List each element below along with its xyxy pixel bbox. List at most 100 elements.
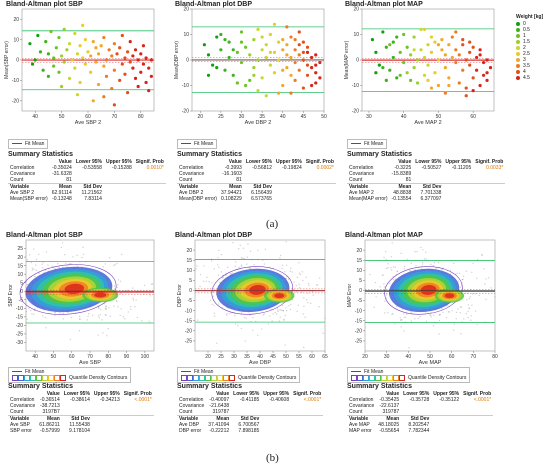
density-sample-point xyxy=(213,312,216,314)
quantile-swatch xyxy=(36,375,42,381)
scatter-point xyxy=(285,66,289,70)
x-tick-label: 40 xyxy=(257,354,263,360)
x-axis-label: Ave MAP xyxy=(419,360,442,366)
scatter-point xyxy=(206,53,211,57)
density-sample-point xyxy=(284,314,286,317)
x-tick-label: 100 xyxy=(141,354,150,360)
density-sample-point xyxy=(452,329,455,331)
scatter-point xyxy=(419,48,423,52)
y-tick-label: 25 xyxy=(17,246,23,252)
x-axis-label: Ave MAP 2 xyxy=(414,120,441,126)
scatter-point xyxy=(281,68,285,72)
density-sample-point xyxy=(417,317,420,320)
scatter-point xyxy=(422,55,427,60)
scatter-point xyxy=(133,48,138,52)
density-sample-point xyxy=(116,286,118,288)
stats-value: 319787 xyxy=(382,409,400,415)
density-sample-point xyxy=(62,318,65,320)
density-sample-point xyxy=(289,308,292,311)
y-axis-label: DBP Error xyxy=(177,284,183,307)
density-sample-point xyxy=(51,265,54,267)
weight-legend-label: 2 xyxy=(523,45,526,51)
weight-legend-item: 2.5 xyxy=(516,51,543,57)
stats-var-col-header: Std Dev xyxy=(422,184,442,190)
stats-value: -0.34213 xyxy=(100,397,120,403)
density-sample-point xyxy=(28,307,30,309)
y-tick-label: -20 xyxy=(182,109,189,115)
scatter-point xyxy=(89,54,93,58)
scatter-point xyxy=(443,91,447,95)
density-sample-point xyxy=(91,314,94,316)
summary-stats-table: Value Lower 95% Upper 95% Signif. Prob Corre… xyxy=(177,391,324,434)
weight-legend-dot xyxy=(516,45,520,50)
stats-value: 3197B7 xyxy=(42,409,60,415)
density-sample-point xyxy=(474,310,477,312)
scatter-point xyxy=(126,91,130,95)
stats-col-header: Upper 95% xyxy=(105,159,132,165)
x-tick-label: 40 xyxy=(32,114,38,120)
scatter-point xyxy=(415,58,420,62)
density-sample-point xyxy=(288,305,290,307)
density-sample-point xyxy=(400,252,402,255)
weight-legend-label: 0.5 xyxy=(523,27,530,33)
density-sample-point xyxy=(471,304,473,307)
quantile-swatch xyxy=(387,375,393,381)
density-sample-point xyxy=(298,272,301,274)
density-sample-point xyxy=(392,278,395,281)
density-sample-point xyxy=(197,319,199,321)
density-sample-point xyxy=(312,294,314,296)
scatter-point xyxy=(409,53,413,57)
density-sample-point xyxy=(240,265,243,268)
scatter-point xyxy=(102,64,106,68)
scatter-point xyxy=(305,73,310,77)
weight-legend-dot xyxy=(516,51,520,56)
density-sample-point xyxy=(439,314,441,316)
x-axis-label: Ave DBP xyxy=(249,360,272,366)
density-sample-point xyxy=(298,287,301,289)
density-sample-point xyxy=(430,263,432,266)
density-sample-point xyxy=(114,263,116,266)
quantile-swatch xyxy=(54,375,60,381)
stats-col-header: Signif. Prob xyxy=(475,159,504,165)
quantile-label: Quantile Density Contours xyxy=(238,375,297,382)
density-sample-point xyxy=(81,256,83,259)
density-sample-point xyxy=(401,319,403,321)
stats-col-header: Lower 95% xyxy=(75,159,102,165)
scatter-point xyxy=(65,48,69,52)
density-sample-point xyxy=(432,325,435,327)
density-sample-point xyxy=(34,275,36,278)
density-sample-point xyxy=(120,292,122,295)
scatter-point xyxy=(41,68,45,72)
density-sample-point xyxy=(290,303,292,306)
stats-var-col-header: Std Dev xyxy=(83,184,102,190)
density-contour-level-1 xyxy=(19,264,117,315)
density-sample-point xyxy=(234,265,236,267)
y-tick-label: -10 xyxy=(12,78,19,84)
scatter-point xyxy=(268,32,272,37)
stats-row-label: Correlation xyxy=(10,397,35,403)
stats-value: <.0001* xyxy=(473,397,492,403)
scatter-point xyxy=(412,48,416,52)
density-sample-point xyxy=(455,311,458,314)
stats-col-header: Signif. Prob xyxy=(123,391,152,397)
stats-value: -0.3993 xyxy=(224,165,242,171)
density-sample-point xyxy=(403,316,405,319)
scatter-point xyxy=(426,78,430,82)
density-sample-point xyxy=(237,324,239,327)
scatter-point xyxy=(139,70,143,74)
density-sample-point xyxy=(400,319,402,321)
scatter-point xyxy=(73,66,77,70)
scatter-point xyxy=(67,42,72,46)
density-sample-point xyxy=(461,278,464,281)
stats-value: -0.40097 xyxy=(209,397,230,403)
scatter-point xyxy=(419,27,423,31)
stats-value: -31.6328 xyxy=(52,171,72,177)
density-sample-point xyxy=(54,312,56,314)
density-sample-point xyxy=(425,258,428,260)
y-tick-label: -25 xyxy=(16,332,23,338)
stats-value: 11.21562 xyxy=(81,190,102,196)
density-sample-point xyxy=(445,316,448,319)
panel-label-a: (a) xyxy=(266,218,279,230)
density-sample-point xyxy=(429,314,431,316)
stats-col-header: Signif. Prob xyxy=(293,391,322,397)
